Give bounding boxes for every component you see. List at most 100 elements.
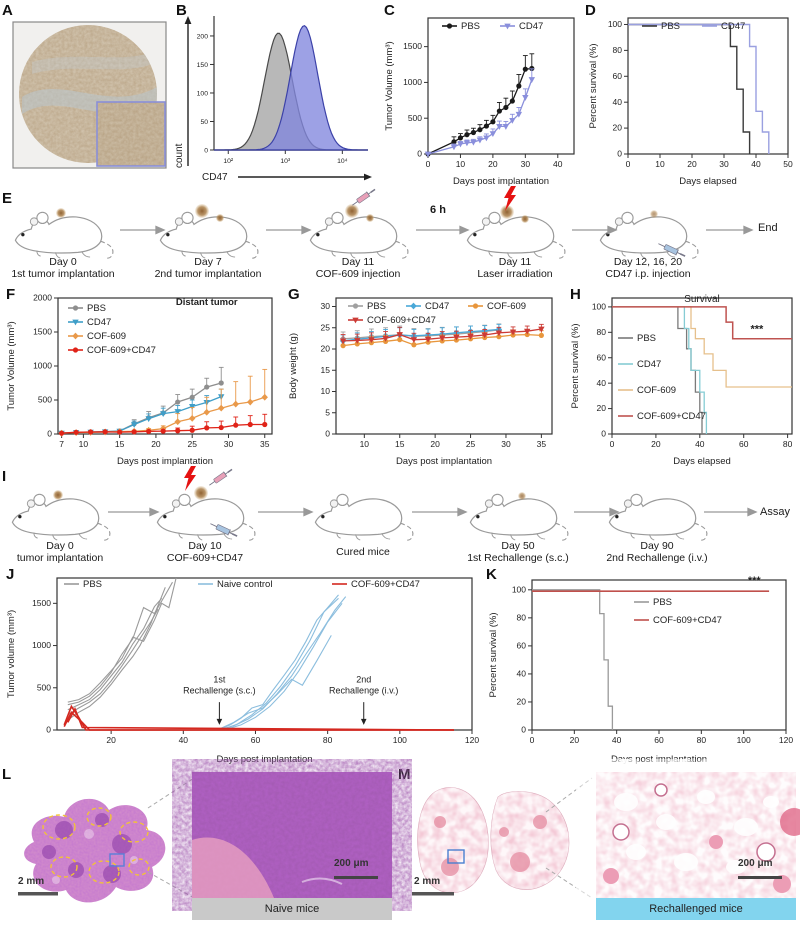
- stage-e1-label: Day 0 1st tumor implantation: [11, 256, 115, 280]
- axes: Days post implantation Tumor volume (mm³)…: [6, 577, 479, 765]
- scale-bar: [18, 892, 58, 896]
- series-PBS: [59, 366, 224, 436]
- series-PBS: [532, 589, 614, 730]
- series-PBS-3: [67, 597, 163, 711]
- panel-f-label: F: [6, 286, 16, 303]
- laser-bolt-icon: [184, 466, 196, 491]
- svg-text:5: 5: [325, 407, 330, 417]
- svg-text:200: 200: [197, 34, 209, 41]
- svg-text:CD47: CD47: [202, 172, 228, 183]
- stage-e5-label: Day 12, 16, 20 CD47 i.p. injection: [605, 256, 691, 280]
- panel-l-connectors: [147, 777, 195, 899]
- series-Naive-4: [226, 602, 343, 730]
- series-PBS-2: [67, 581, 173, 706]
- svg-text:Days post implantation: Days post implantation: [396, 456, 492, 467]
- panel-k-label: K: [486, 566, 497, 583]
- svg-text:Rechallenge (s.c.): Rechallenge (s.c.): [183, 686, 256, 696]
- svg-text:0: 0: [601, 429, 606, 439]
- series-COF-609+CD47: [612, 306, 792, 340]
- series-PBS-5: [67, 587, 166, 721]
- svg-text:COF-609+CD47: COF-609+CD47: [351, 579, 420, 590]
- svg-text:40: 40: [612, 735, 622, 745]
- svg-text:Distant tumor: Distant tumor: [176, 297, 238, 308]
- stage-i3-label: Cured mice: [336, 546, 390, 558]
- svg-text:10²: 10²: [223, 158, 234, 165]
- panel-e-graphics: [14, 186, 754, 260]
- svg-text:1000: 1000: [403, 77, 422, 87]
- svg-text:35: 35: [260, 439, 270, 449]
- series-COF-609+CD47: [59, 413, 268, 436]
- svg-text:1500: 1500: [403, 41, 422, 51]
- series-CD47: [339, 323, 503, 345]
- svg-text:PBS: PBS: [461, 21, 480, 32]
- svg-text:150: 150: [197, 62, 209, 69]
- svg-text:COF-609+CD47: COF-609+CD47: [367, 315, 436, 326]
- panel-k-chart: Days post implantation Percent survival (…: [488, 575, 793, 765]
- stage-arrows: [120, 225, 754, 235]
- svg-text:30: 30: [321, 301, 331, 311]
- svg-text:60: 60: [613, 71, 623, 81]
- svg-text:10: 10: [456, 159, 466, 169]
- panel-c-chart: Days post implantation Tumor Volume (mm³)…: [384, 17, 575, 187]
- svg-text:Days post implantation: Days post implantation: [453, 176, 549, 187]
- svg-text:80: 80: [517, 612, 527, 622]
- end-label: End: [758, 222, 778, 234]
- svg-text:40: 40: [553, 159, 563, 169]
- svg-text:10: 10: [655, 159, 665, 169]
- svg-text:1000: 1000: [33, 361, 52, 371]
- svg-text:20: 20: [597, 403, 607, 413]
- svg-text:CD47: CD47: [519, 21, 543, 32]
- legend: PBS CD47: [642, 21, 745, 32]
- svg-text:2nd: 2nd: [356, 675, 371, 685]
- axes: Days post implantation Tumor Volume (mm³)…: [384, 17, 575, 187]
- svg-text:7: 7: [59, 439, 64, 449]
- svg-text:CD47: CD47: [425, 301, 449, 312]
- panel-m-label: M: [398, 766, 411, 783]
- svg-text:***: ***: [748, 575, 762, 587]
- svg-text:0: 0: [617, 149, 622, 159]
- svg-text:15: 15: [321, 365, 331, 375]
- series-CD47: [612, 306, 708, 434]
- svg-text:0: 0: [521, 725, 526, 735]
- axes: Days elapsed Percent survival (%) 0 20 40 60 8…: [570, 297, 793, 467]
- svg-text:100: 100: [512, 584, 526, 594]
- svg-text:20: 20: [430, 439, 440, 449]
- stage-e4-label: Day 11 Laser irradiation: [477, 256, 553, 280]
- svg-text:Days post implantation: Days post implantation: [611, 754, 707, 765]
- legend: PBS COF-609+CD47: [634, 597, 722, 626]
- svg-text:60: 60: [517, 640, 527, 650]
- svg-text:1500: 1500: [33, 327, 52, 337]
- svg-text:20: 20: [321, 344, 331, 354]
- svg-text:CD47: CD47: [87, 317, 111, 328]
- stage-e2-label: Day 7 2nd tumor implantation: [154, 256, 262, 280]
- panel-m-overview: [412, 787, 570, 896]
- svg-text:Rechallenge (i.v.): Rechallenge (i.v.): [329, 686, 398, 696]
- svg-text:100: 100: [737, 735, 751, 745]
- panel-e-label: E: [2, 190, 13, 207]
- series-COF-1: [63, 704, 454, 731]
- svg-text:Days elapsed: Days elapsed: [673, 456, 731, 467]
- scale-bar: [412, 892, 454, 896]
- svg-text:0: 0: [610, 439, 615, 449]
- svg-text:Percent survival (%): Percent survival (%): [588, 44, 599, 129]
- svg-text:0: 0: [204, 148, 208, 155]
- panel-j-label: J: [6, 566, 15, 583]
- svg-text:Percent survival (%): Percent survival (%): [488, 613, 499, 698]
- svg-text:80: 80: [783, 439, 793, 449]
- svg-text:35: 35: [537, 439, 547, 449]
- svg-text:20: 20: [687, 159, 697, 169]
- assay-label: Assay: [760, 506, 790, 518]
- svg-text:120: 120: [779, 735, 793, 745]
- svg-text:120: 120: [465, 735, 479, 745]
- svg-text:Naive control: Naive control: [217, 579, 272, 590]
- svg-text:***: ***: [750, 323, 764, 335]
- axes: Days post implantation Percent survival (…: [488, 579, 793, 765]
- tumor-outline-annotations: [42, 807, 150, 884]
- inset-region-box: [109, 853, 125, 867]
- panel-h-label: H: [570, 286, 581, 303]
- series-Naive-5: [219, 635, 332, 730]
- svg-text:COF-609+CD47: COF-609+CD47: [637, 411, 706, 422]
- svg-text:30: 30: [521, 159, 531, 169]
- svg-text:0: 0: [426, 159, 431, 169]
